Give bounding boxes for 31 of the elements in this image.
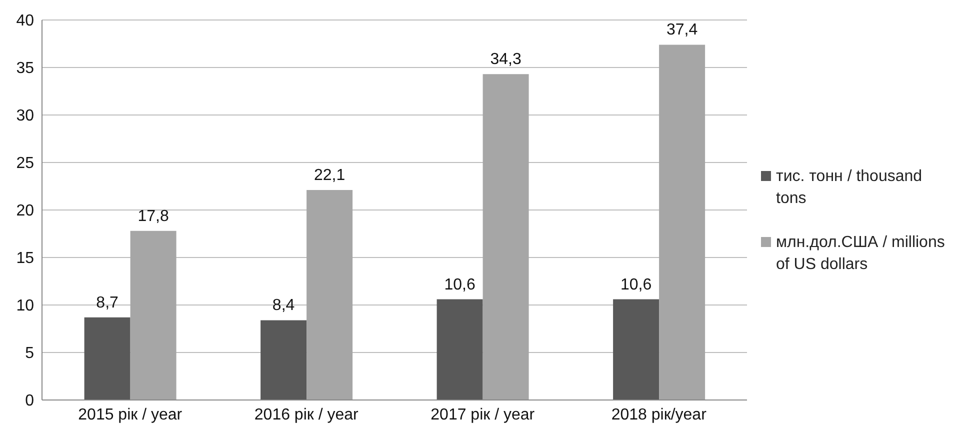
y-tick-label: 10 (16, 298, 34, 315)
legend-label: млн.дол.США / millions of US dollars (776, 233, 946, 275)
data-label: 10,6 (620, 276, 652, 294)
x-tick-label: 2017 рік / year (430, 406, 536, 424)
y-tick-label: 20 (16, 202, 34, 220)
legend-label: тис. тонн / thousand tons (776, 167, 924, 209)
x-tick-label: 2016 рік / year (254, 406, 360, 424)
y-tick-label: 40 (16, 12, 34, 30)
y-tick-label: 0 (25, 392, 34, 410)
bar (306, 190, 353, 400)
data-label: 22,1 (314, 167, 346, 184)
bar (130, 230, 176, 400)
data-label: 10,6 (444, 276, 476, 294)
data-label: 34,3 (490, 51, 522, 68)
y-tick-label: 35 (16, 60, 34, 78)
bar (436, 299, 483, 400)
data-label: 8,4 (272, 297, 295, 314)
data-label: 8,7 (96, 294, 119, 312)
bar (482, 74, 529, 400)
x-tick-label: 2018 рік/year (611, 406, 708, 424)
bar (84, 317, 130, 400)
y-tick-label: 15 (16, 250, 34, 268)
y-tick-label: 25 (16, 155, 34, 172)
bar (659, 44, 706, 400)
x-tick-label: 2015 рік / year (78, 406, 183, 424)
bar (613, 299, 660, 400)
bar (260, 320, 307, 400)
y-tick-label: 30 (16, 108, 34, 125)
data-label: 17,8 (138, 208, 169, 225)
data-label: 37,4 (666, 22, 698, 39)
y-tick-label: 5 (25, 345, 34, 362)
